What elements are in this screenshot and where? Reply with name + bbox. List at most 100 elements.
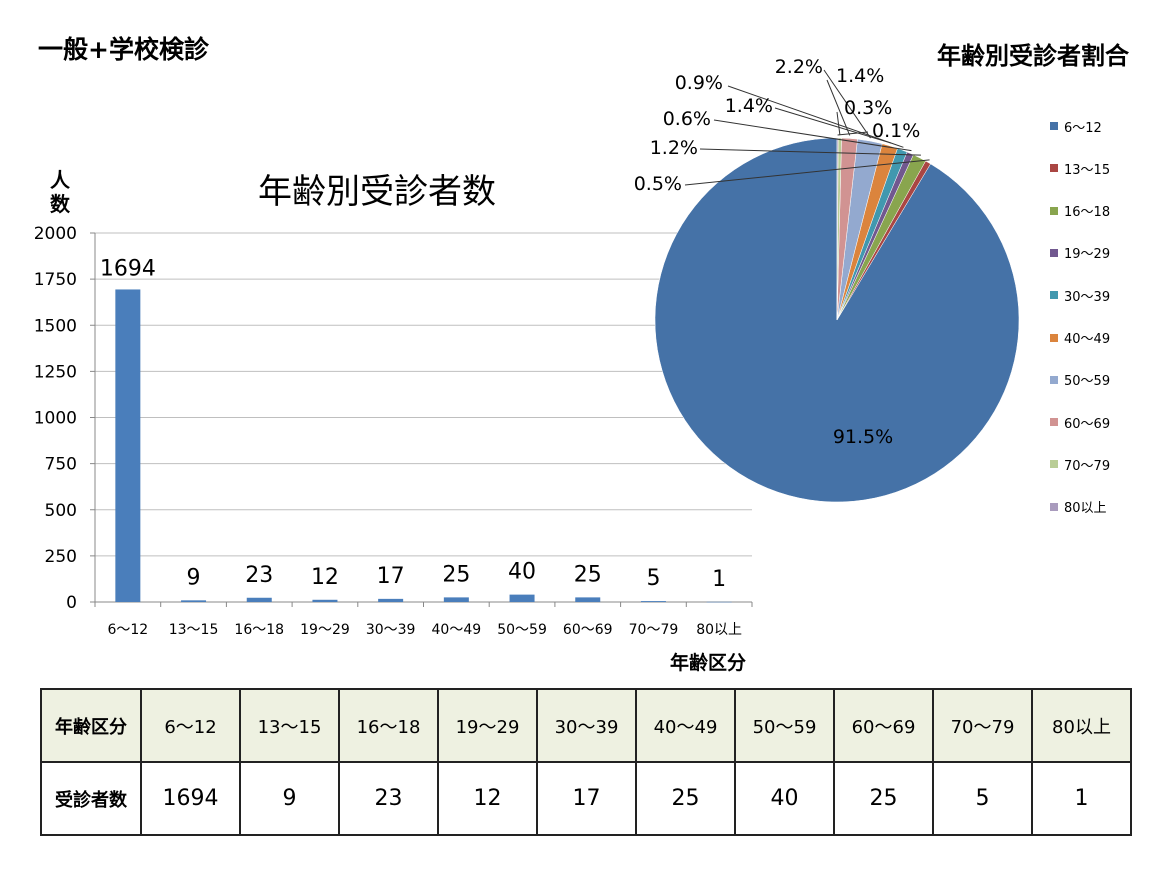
- legend-item: 13～15: [1050, 158, 1110, 178]
- table-cell: 12: [437, 761, 538, 836]
- pie-leader-line: [823, 69, 871, 139]
- pie-leader-line: [699, 148, 921, 156]
- table-cell: 5: [932, 761, 1033, 836]
- legend-swatch: [1050, 375, 1058, 384]
- x-tick-label: 6～12: [107, 622, 148, 638]
- pie-leader-line: [826, 79, 851, 136]
- table-cell: 70～79: [932, 688, 1033, 763]
- x-tick-label: 30～39: [366, 622, 416, 638]
- table-row-header: 受診者数: [40, 761, 142, 836]
- bar: [378, 598, 404, 602]
- legend-label: 13～15: [1064, 162, 1111, 178]
- pie-chart-title: 年齢別受診者割合: [937, 42, 1129, 70]
- legend-label: 19～29: [1064, 247, 1111, 263]
- table-cell: 1694: [140, 761, 241, 836]
- page-title: 一般+学校検診: [38, 35, 209, 64]
- table-cell: 50～59: [734, 688, 835, 763]
- legend-swatch: [1050, 502, 1058, 511]
- table-cell: 60～69: [833, 688, 934, 763]
- bar-y-axis-label: 人数: [50, 168, 70, 216]
- table-cell: 30～39: [536, 688, 637, 763]
- legend-swatch: [1050, 248, 1058, 257]
- x-tick-label: 70～79: [629, 622, 679, 638]
- pie-data-label: 0.9%: [675, 72, 723, 94]
- legend-label: 6～12: [1064, 120, 1102, 136]
- x-tick-label: 60～69: [563, 622, 613, 638]
- pie-leader-line: [727, 85, 904, 148]
- y-tick-label: 1000: [34, 409, 77, 429]
- legend-swatch: [1050, 333, 1058, 342]
- y-tick-label: 500: [45, 501, 77, 521]
- table-cell: 25: [635, 761, 736, 836]
- pie-data-label: 0.6%: [663, 108, 711, 130]
- y-tick-label: 1250: [34, 362, 77, 382]
- bar-data-label: 40: [508, 560, 536, 585]
- pie-data-label: 0.5%: [634, 173, 682, 195]
- bar-x-axis-label: 年齢区分: [670, 652, 747, 674]
- bar: [575, 597, 601, 602]
- legend-item: 19～29: [1050, 243, 1110, 263]
- legend-item: 70～79: [1050, 454, 1110, 474]
- legend-item: 30～39: [1050, 285, 1110, 305]
- legend-label: 40～49: [1064, 332, 1111, 347]
- bar-data-label: 1: [712, 567, 726, 592]
- x-tick-label: 40～49: [432, 622, 482, 638]
- legend-swatch: [1050, 164, 1058, 173]
- bar-data-label: 1694: [100, 256, 156, 281]
- table-cell: 40～49: [635, 688, 736, 763]
- y-tick-label: 750: [45, 455, 77, 475]
- legend-item: 6～12: [1050, 116, 1102, 136]
- bar: [181, 600, 207, 602]
- bar-data-label: 5: [646, 566, 660, 591]
- table-cell: 17: [536, 761, 637, 836]
- legend-label: 30～39: [1064, 289, 1111, 305]
- bar-chart-title: 年齢別受診者数: [258, 172, 496, 212]
- bar-data-label: 12: [311, 565, 339, 590]
- data-table: 年齢区分 6～12 13～15 16～18 19～29 30～39 40～49 50～59 6…: [40, 688, 1132, 836]
- table-cell: 40: [734, 761, 835, 836]
- y-tick-label: 2000: [34, 224, 77, 244]
- bar-data-label: 9: [187, 565, 201, 590]
- table-cell: 16～18: [338, 688, 439, 763]
- legend-label: 70～79: [1064, 458, 1111, 474]
- table-cell: 6～12: [140, 688, 241, 763]
- y-tick-label: 1500: [34, 316, 77, 336]
- bar: [115, 289, 141, 602]
- table-cell: 13～15: [239, 688, 340, 763]
- pie-leader-line: [713, 119, 912, 152]
- bar: [312, 599, 338, 602]
- pie-data-label: 1.2%: [650, 137, 698, 159]
- legend-swatch: [1050, 418, 1058, 427]
- y-tick-label: 0: [66, 593, 77, 613]
- bar-data-label: 17: [377, 564, 405, 589]
- legend-item: 16～18: [1050, 201, 1110, 221]
- bar: [640, 601, 666, 602]
- x-tick-label: 13～15: [169, 622, 219, 638]
- bar-data-label: 25: [574, 562, 602, 587]
- bar-data-label: 23: [245, 563, 273, 588]
- table-cell: 19～29: [437, 688, 538, 763]
- x-tick-label: 50～59: [497, 622, 547, 638]
- bar-chart: 0 250 500 750 1000 1250 1500 1750 2000 1694 6～12 9 1…: [34, 224, 753, 638]
- legend-swatch: [1050, 460, 1058, 469]
- legend-label: 16～18: [1064, 205, 1111, 221]
- pie-data-label: 1.4%: [725, 95, 773, 117]
- pie-leader-line: [774, 107, 891, 144]
- x-tick-label: 19～29: [300, 622, 350, 638]
- table-cell: 80以上: [1031, 688, 1132, 763]
- pie-leader-line: [684, 159, 930, 186]
- x-tick-label: 80以上: [696, 622, 742, 638]
- bar: [443, 597, 469, 602]
- table-cell: 23: [338, 761, 439, 836]
- legend-swatch: [1050, 122, 1058, 130]
- bar: [706, 601, 732, 603]
- pie-leader-line: [837, 131, 869, 136]
- bar-data-label: 25: [442, 562, 470, 587]
- pie-slice: [836, 137, 839, 321]
- pie-chart: 91.5%0.5%1.2%0.6%0.9%1.4%2.2% 1.4%0.3%0.1…: [634, 56, 1020, 503]
- y-tick-label: 250: [45, 547, 77, 567]
- table-cell: 9: [239, 761, 340, 836]
- table-row-counts: 受診者数 1694 9 23 12 17 25 40 25 5 1: [40, 761, 1132, 836]
- table-row-header: 年齢区分: [40, 688, 142, 763]
- pie-data-label: 1.4%: [836, 65, 884, 87]
